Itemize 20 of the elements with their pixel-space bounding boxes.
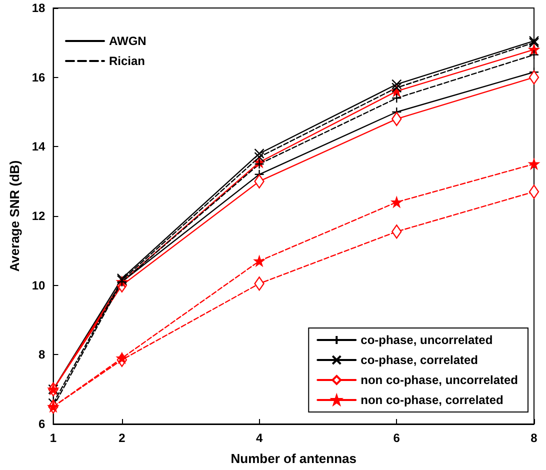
x-tick-label: 6 — [393, 431, 400, 445]
legend-label: Rician — [109, 54, 146, 68]
y-tick-label: 6 — [38, 417, 46, 431]
x-tick-label: 4 — [256, 431, 263, 445]
legend-label: co-phase, uncorrelated — [360, 333, 493, 347]
y-tick-label: 10 — [32, 278, 46, 292]
y-tick-label: 8 — [38, 348, 46, 362]
legend-label: AWGN — [109, 34, 146, 48]
y-axis-title: Average SNR (dB) — [7, 160, 22, 272]
legend-label: co-phase, correlated — [360, 353, 478, 367]
legend-label: non co-phase, uncorrelated — [360, 373, 518, 387]
x-tick-label: 2 — [118, 431, 126, 445]
x-tick-label: 1 — [50, 431, 57, 445]
y-tick-label: 12 — [32, 209, 46, 223]
y-tick-label: 18 — [32, 1, 46, 15]
legend-label: non co-phase, correlated — [360, 393, 504, 407]
y-tick-label: 14 — [32, 140, 46, 154]
x-axis-title: Number of antennas — [230, 451, 356, 466]
y-tick-label: 16 — [32, 70, 46, 84]
x-tick-label: 8 — [530, 431, 538, 445]
